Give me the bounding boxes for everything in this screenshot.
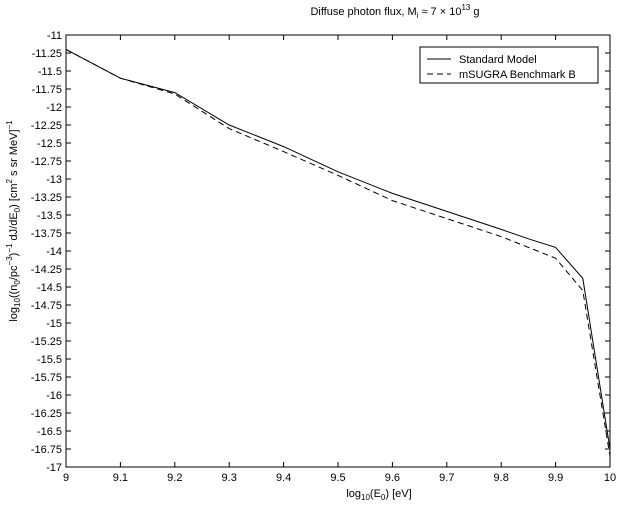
plot-area: 9 9.1 9.2 9.3 9.4 9.5 9.6 9.7 9.8 9.9 10 -11 -11.25 -… <box>31 30 616 484</box>
y-axis-label: log10((n0/pc−3)−1 dJ/dE0) [cm2 s sr MeV]… <box>5 120 22 322</box>
series-lines <box>65 48 611 457</box>
x-tick-label: 9.9 <box>548 472 563 484</box>
y-tick-label: -14.5 <box>37 282 62 294</box>
y-tick-label: -14 <box>46 246 62 258</box>
series-line-msugra-benchmark-b <box>65 48 611 457</box>
y-tick-label: -13 <box>46 174 62 186</box>
chart-title: Diffuse photon flux, Mi ≈ 7 × 1013 g <box>310 3 479 20</box>
x-tick-label: 9.2 <box>167 472 182 484</box>
y-tick-label: -12.25 <box>31 120 62 132</box>
y-tick-label: -12.5 <box>37 138 62 150</box>
x-tick-label: 9.4 <box>276 472 291 484</box>
x-tick-label: 10 <box>604 472 616 484</box>
legend-box <box>419 46 599 84</box>
y-tick-label: -12.75 <box>31 156 62 168</box>
x-tick-label: 9.3 <box>222 472 237 484</box>
x-tick-label: 9.5 <box>330 472 345 484</box>
y-tick-label: -13.75 <box>31 228 62 240</box>
y-tick-label: -15.25 <box>31 336 62 348</box>
series-line-standard-model <box>65 48 611 450</box>
y-tick-label: -11.75 <box>32 84 62 96</box>
y-tick-label: -14.75 <box>31 300 62 312</box>
axis-ticks: 9 9.1 9.2 9.3 9.4 9.5 9.6 9.7 9.8 9.9 10 -11 -11.25 -… <box>31 30 616 484</box>
y-tick-label: -13.5 <box>37 210 62 222</box>
y-tick-label: -11.5 <box>38 66 62 78</box>
y-tick-label: -11.25 <box>32 48 62 60</box>
y-tick-label: -11 <box>47 30 62 42</box>
y-tick-label: -16.5 <box>37 426 62 438</box>
y-tick-label: -15.75 <box>31 372 62 384</box>
y-tick-label: -15 <box>46 318 62 330</box>
y-tick-label: -15.5 <box>37 354 62 366</box>
y-tick-label: -14.25 <box>31 264 62 276</box>
legend-label-standard-model: Standard Model <box>459 54 537 66</box>
x-tick-label: 9.7 <box>439 472 454 484</box>
x-tick-label: 9 <box>63 472 69 484</box>
x-tick-label: 9.8 <box>494 472 509 484</box>
y-tick-label: -16.25 <box>31 408 62 420</box>
y-tick-label: -12 <box>46 102 62 114</box>
y-tick-label: -17 <box>46 462 62 474</box>
y-tick-label: -16 <box>46 390 62 402</box>
legend: Standard Model mSUGRA Benchmark B <box>419 46 599 84</box>
x-tick-label: 9.6 <box>385 472 400 484</box>
plot-frame <box>65 34 611 468</box>
y-tick-label: -16.75 <box>31 444 62 456</box>
legend-label-msugra: mSUGRA Benchmark B <box>459 69 576 81</box>
x-axis-label: log10(E0) [eV] <box>346 488 411 502</box>
y-tick-label: -13.25 <box>31 192 62 204</box>
x-tick-label: 9.1 <box>113 472 128 484</box>
